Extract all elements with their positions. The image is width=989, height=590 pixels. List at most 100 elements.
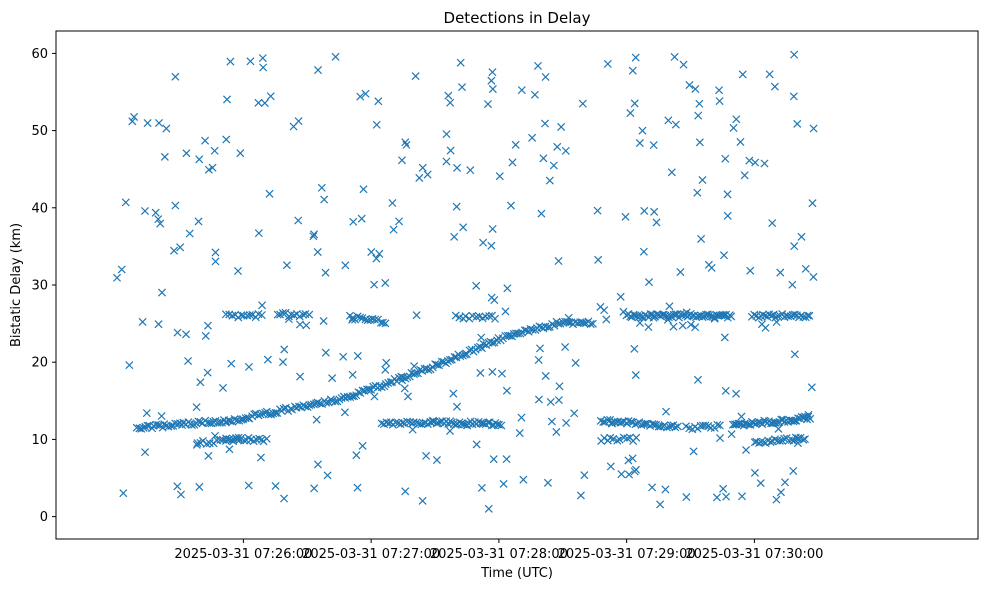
detection-point	[353, 351, 362, 360]
detection-point	[137, 424, 146, 433]
detection-point	[472, 312, 481, 321]
detection-point	[132, 423, 141, 432]
detection-point	[686, 320, 695, 329]
detection-point	[408, 425, 417, 434]
detection-point	[433, 360, 442, 369]
detection-point	[377, 383, 386, 392]
detection-point	[570, 409, 579, 418]
detection-point	[721, 386, 730, 395]
detection-point	[641, 419, 650, 428]
detection-point	[618, 418, 627, 427]
detection-point	[715, 86, 724, 95]
detection-point	[203, 368, 212, 377]
detection-point	[607, 419, 616, 428]
detection-point	[750, 468, 759, 477]
detection-point	[278, 309, 287, 318]
detection-point	[472, 440, 481, 449]
detection-point	[693, 375, 702, 384]
detection-point	[236, 149, 245, 158]
detection-point	[162, 124, 171, 133]
x-tick-label: 2025-03-31 07:29:00	[558, 547, 696, 562]
detection-point	[541, 72, 550, 81]
detection-point	[365, 385, 374, 394]
detection-point	[339, 352, 348, 361]
detection-point	[750, 310, 759, 319]
detection-point	[756, 437, 765, 446]
detection-point	[554, 257, 563, 266]
detection-point	[320, 195, 329, 204]
detection-point	[693, 188, 702, 197]
detection-point	[670, 52, 679, 61]
detection-point	[625, 470, 634, 479]
detection-point	[736, 137, 745, 146]
detection-point	[233, 435, 242, 444]
detection-point	[138, 317, 147, 326]
detection-point	[809, 124, 818, 133]
detection-point	[537, 209, 546, 218]
detection-point	[187, 420, 196, 430]
detection-point	[665, 302, 674, 311]
detection-point	[508, 158, 517, 167]
detection-point	[789, 417, 798, 426]
detection-point	[352, 451, 361, 460]
detection-point	[490, 296, 499, 305]
detection-point	[358, 441, 367, 450]
detection-point	[121, 198, 130, 207]
detection-point	[422, 451, 431, 460]
detection-point	[489, 455, 498, 464]
detection-point	[310, 230, 319, 239]
detection-point	[476, 368, 485, 377]
detection-point	[312, 415, 321, 424]
detection-point	[279, 404, 288, 413]
detection-point	[535, 322, 544, 331]
detection-point	[502, 386, 511, 395]
detection-point	[171, 72, 180, 81]
detection-point	[483, 100, 493, 109]
chart-title: Detections in Delay	[444, 9, 591, 27]
detection-point	[484, 418, 493, 427]
detection-point	[400, 384, 409, 393]
detection-point	[693, 311, 702, 320]
detection-point	[391, 418, 400, 427]
detection-point	[196, 417, 205, 426]
detection-point	[797, 412, 806, 421]
detection-point	[682, 308, 691, 317]
detection-point	[676, 268, 685, 277]
detection-point	[697, 234, 706, 243]
detection-point	[398, 376, 407, 385]
detection-point	[259, 63, 268, 72]
detection-point	[515, 429, 524, 438]
detection-point	[602, 315, 611, 324]
detection-point	[167, 421, 176, 431]
detection-point	[370, 280, 379, 289]
detection-point	[353, 483, 362, 492]
detection-point	[541, 371, 550, 380]
detection-point	[488, 68, 497, 77]
detection-point	[805, 311, 814, 320]
detection-point	[446, 146, 455, 155]
detection-point	[258, 54, 267, 63]
detection-point	[256, 453, 265, 462]
y-tick-label: 20	[31, 356, 48, 371]
detection-point	[727, 430, 736, 439]
detection-point	[195, 482, 204, 491]
detection-point	[477, 344, 486, 353]
detection-point	[226, 417, 235, 426]
detection-point	[737, 492, 747, 501]
detection-point	[154, 320, 163, 329]
y-tick-label: 10	[31, 433, 48, 448]
detection-point	[273, 310, 282, 319]
detection-point	[367, 248, 376, 257]
detection-point	[722, 492, 731, 501]
detection-point	[734, 419, 743, 428]
detection-point	[517, 413, 526, 422]
detection-point	[456, 58, 465, 67]
detection-point	[361, 89, 370, 98]
detection-point	[397, 156, 407, 165]
detection-point	[640, 206, 649, 215]
detection-point	[673, 422, 682, 431]
x-tick-label: 2025-03-31 07:27:00	[302, 547, 440, 562]
detection-point	[732, 115, 741, 124]
detection-point	[740, 171, 749, 180]
detection-point	[378, 318, 387, 327]
